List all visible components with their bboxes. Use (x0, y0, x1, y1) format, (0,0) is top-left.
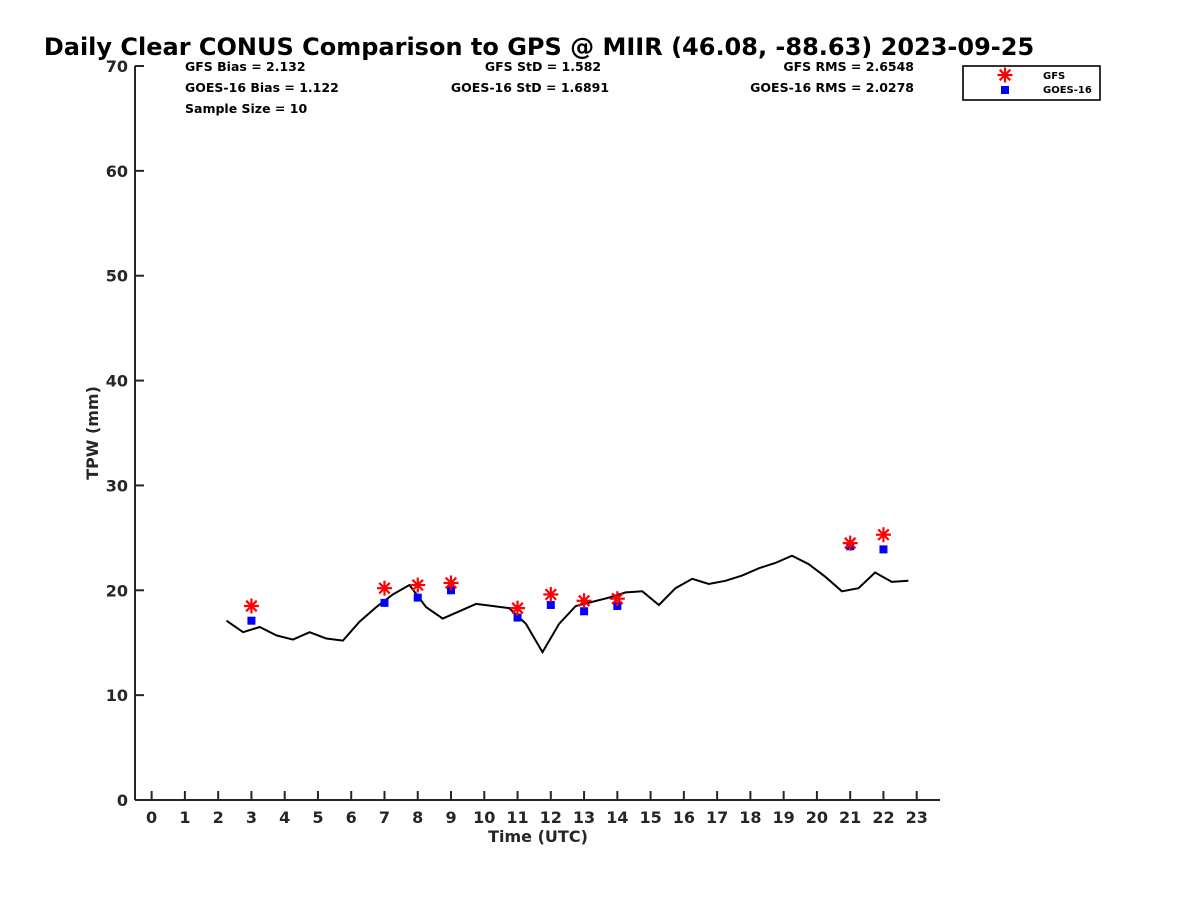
x-tick-label: 7 (379, 808, 390, 827)
goes16-point (513, 613, 522, 622)
y-tick-label: 40 (106, 372, 128, 391)
legend: GFS GOES-16 (962, 65, 1101, 101)
asterisk-stroke (544, 588, 557, 601)
asterisk-stroke (877, 528, 890, 541)
x-tick-label: 16 (673, 808, 695, 827)
x-tick-label: 4 (279, 808, 290, 827)
asterisk-stroke (245, 599, 258, 613)
stats-annotations: GFS Bias = 2.132 GFS StD = 1.582 GFS RMS =… (185, 59, 914, 116)
y-tick-label: 10 (106, 686, 128, 705)
gfs-point (543, 586, 559, 602)
x-tick-label: 20 (806, 808, 828, 827)
legend-gfs-label: GFS (1043, 71, 1065, 82)
goes16-std-text: GOES-16 StD = 1.6891 (451, 80, 609, 95)
asterisk-stroke (577, 594, 591, 607)
x-tick-label: 15 (639, 808, 661, 827)
x-tick-label: 22 (872, 808, 894, 827)
x-tick-label: 1 (179, 808, 190, 827)
x-tick-label: 5 (312, 808, 323, 827)
asterisk-stroke (378, 582, 391, 595)
goes16-point (546, 600, 555, 609)
goes16-rms-text: GOES-16 RMS = 2.0278 (750, 80, 914, 95)
legend-gfs-marker (997, 67, 1013, 83)
y-tick-label: 0 (117, 791, 128, 810)
x-tick-label: 3 (246, 808, 257, 827)
gfs-point (842, 535, 858, 551)
asterisk-stroke (611, 592, 624, 605)
x-tick-label: 9 (445, 808, 456, 827)
asterisk-stroke (998, 68, 1012, 82)
marker-series (243, 527, 891, 625)
gfs-point (376, 580, 392, 596)
gfs-point (875, 527, 891, 543)
goes16-point (380, 598, 389, 607)
x-tick-label: 23 (906, 808, 928, 827)
asterisk-stroke (511, 602, 524, 615)
legend-goes-square (1001, 86, 1009, 94)
goes16-bias-text: GOES-16 Bias = 1.122 (185, 80, 339, 95)
x-tick-label: 0 (146, 808, 157, 827)
x-tick-label: 10 (473, 808, 495, 827)
gfs-std-text: GFS StD = 1.582 (485, 59, 601, 74)
legend-goes-label: GOES-16 (1043, 85, 1092, 96)
y-tick-label: 30 (106, 476, 128, 495)
x-axis-label: Time (UTC) (488, 827, 588, 846)
x-tick-label: 13 (573, 808, 595, 827)
gps-line-series (225, 554, 909, 655)
sample-size-text: Sample Size = 10 (185, 101, 307, 116)
x-tick-label: 8 (412, 808, 423, 827)
gfs-point (609, 591, 625, 607)
gfs-rms-text: GFS RMS = 2.6548 (783, 59, 914, 74)
legend-goes-marker (1001, 86, 1009, 94)
y-tick-label: 70 (106, 57, 128, 76)
x-tick-label: 6 (346, 808, 357, 827)
goes16-point (413, 593, 422, 602)
gfs-point (510, 600, 526, 616)
gfs-bias-text: GFS Bias = 2.132 (185, 59, 306, 74)
x-tick-label: 21 (839, 808, 861, 827)
goes16-point (879, 545, 888, 554)
x-tick-label: 17 (706, 808, 728, 827)
y-tick-label: 60 (106, 162, 128, 181)
x-tick-label: 12 (540, 808, 562, 827)
goes16-point (580, 607, 589, 616)
gfs-point (243, 598, 259, 614)
y-axis-label: TPW (mm) (83, 386, 102, 480)
y-tick-label: 50 (106, 267, 128, 286)
chart-title: Daily Clear CONUS Comparison to GPS @ MI… (44, 33, 1034, 61)
gfs-point (443, 575, 459, 591)
legend-box (962, 65, 1101, 101)
goes16-point (247, 616, 256, 625)
x-tick-label: 18 (739, 808, 761, 827)
x-tick-label: 19 (773, 808, 795, 827)
legend-gfs-asterisk (997, 67, 1013, 83)
x-tick-label: 11 (506, 808, 528, 827)
asterisk-stroke (444, 576, 458, 590)
gfs-point (576, 593, 592, 609)
asterisk-stroke (411, 578, 424, 592)
x-tick-label: 14 (606, 808, 628, 827)
x-tick-label: 2 (213, 808, 224, 827)
y-tick-label: 20 (106, 581, 128, 600)
gps-line (225, 554, 909, 655)
asterisk-stroke (844, 537, 857, 550)
gfs-point (410, 577, 426, 593)
